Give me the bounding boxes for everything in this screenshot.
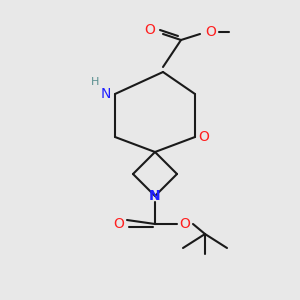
Text: O: O <box>199 130 209 144</box>
Text: H: H <box>91 77 99 87</box>
Text: N: N <box>101 87 111 101</box>
Text: O: O <box>145 23 155 37</box>
Text: O: O <box>114 217 124 231</box>
Text: N: N <box>149 189 161 203</box>
Text: O: O <box>180 217 190 231</box>
Text: O: O <box>206 25 216 39</box>
